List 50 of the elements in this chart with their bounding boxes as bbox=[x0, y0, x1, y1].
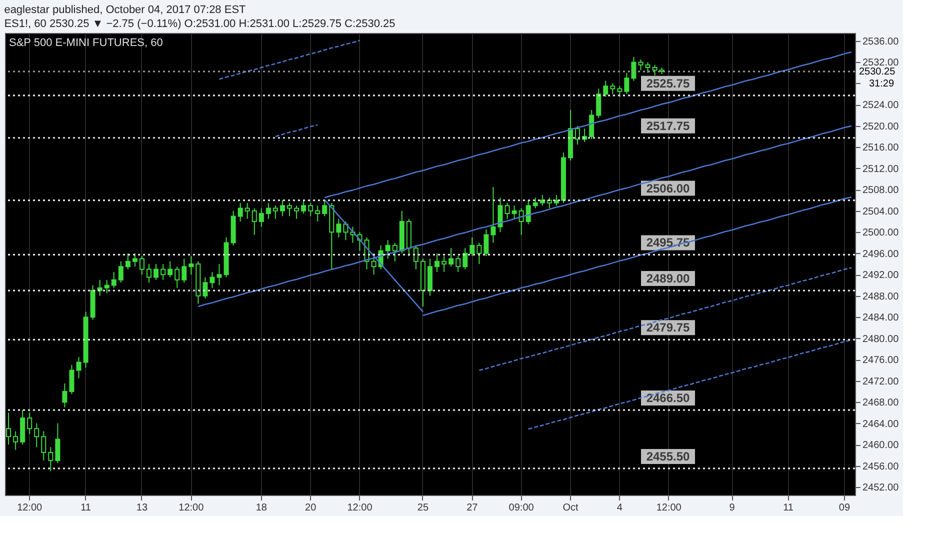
y-tick-label: 2508.00 bbox=[862, 185, 900, 196]
x-tick-label: 20 bbox=[305, 502, 317, 514]
text: 31:29 bbox=[869, 78, 894, 90]
y-tick-label: 2472.00 bbox=[862, 376, 900, 388]
y-tick-label: 2492.00 bbox=[862, 270, 900, 282]
y-tick-label: 2460.00 bbox=[862, 440, 900, 452]
y-tick-label: 2452.00 bbox=[862, 482, 900, 494]
y-tick-label: 2456.00 bbox=[862, 461, 900, 472]
y-tick-label: 2488.00 bbox=[862, 291, 900, 302]
y-tick-label: 2464.00 bbox=[862, 418, 900, 430]
y-tick-label: 2536.00 bbox=[862, 36, 900, 48]
x-tick-label: 25 bbox=[417, 502, 429, 514]
y-tick-label: 2504.00 bbox=[862, 206, 900, 218]
y-tick-label: 2476.00 bbox=[862, 355, 900, 366]
ref-line-label: 2489.00 bbox=[646, 272, 690, 286]
x-tick-label: 11 bbox=[783, 502, 794, 514]
y-tick-label: 2512.00 bbox=[862, 164, 900, 175]
x-tick-label: 09 bbox=[838, 502, 850, 514]
ref-line-label: 2517.75 bbox=[646, 118, 690, 133]
y-tick-label: 2516.00 bbox=[862, 142, 900, 154]
chart-subtitle: ES1!, 60 2530.25 ▼ −2.75 (−0.11%) O:2531.00 H:2531.00 L:2529.75 C:2530.25 bbox=[4, 18, 396, 30]
ref-line-label: 2506.00 bbox=[646, 181, 690, 196]
x-tick-label: 13 bbox=[136, 502, 148, 514]
y-tick-label: 2496.00 bbox=[862, 248, 900, 260]
x-tick-label: 12:00 bbox=[347, 502, 373, 514]
annotation: S&P 500 E-MINI FUTURES, 60 bbox=[9, 37, 163, 49]
x-tick-label: 12:00 bbox=[656, 502, 682, 514]
x-tick-label: 09:00 bbox=[508, 502, 534, 514]
y-tick-label: 2484.00 bbox=[862, 312, 900, 324]
x-tick-label: 9 bbox=[729, 502, 736, 514]
chart-title: eaglestar published, October 04, 2017 07:28 EST bbox=[4, 4, 246, 16]
ref-line-label: 2530.25 bbox=[859, 66, 896, 78]
x-tick-label: 4 bbox=[616, 502, 623, 514]
y-tick-label: 2468.00 bbox=[862, 398, 900, 409]
y-tick-label: 2520.00 bbox=[862, 121, 900, 132]
ref-line-label: 2525.75 bbox=[646, 76, 690, 90]
x-tick-label: 12:00 bbox=[17, 502, 43, 514]
x-tick-label: Oct bbox=[562, 502, 578, 514]
y-tick-label: 2524.00 bbox=[862, 100, 900, 112]
x-tick-label: 18 bbox=[256, 502, 268, 514]
x-tick-label: 12:00 bbox=[178, 502, 204, 514]
ref-line-label: 2479.75 bbox=[646, 320, 690, 335]
x-tick-label: 27 bbox=[466, 502, 478, 514]
y-tick-label: 2480.00 bbox=[862, 334, 900, 345]
ref-line-label: 2455.50 bbox=[646, 449, 690, 464]
ref-line-label: 2466.50 bbox=[646, 391, 690, 406]
x-tick-label: 11 bbox=[80, 502, 92, 514]
y-tick-label: 2500.00 bbox=[862, 228, 900, 239]
ref-line-label: 2495.75 bbox=[646, 236, 690, 250]
y-tick-label: 2532.00 bbox=[862, 58, 900, 69]
